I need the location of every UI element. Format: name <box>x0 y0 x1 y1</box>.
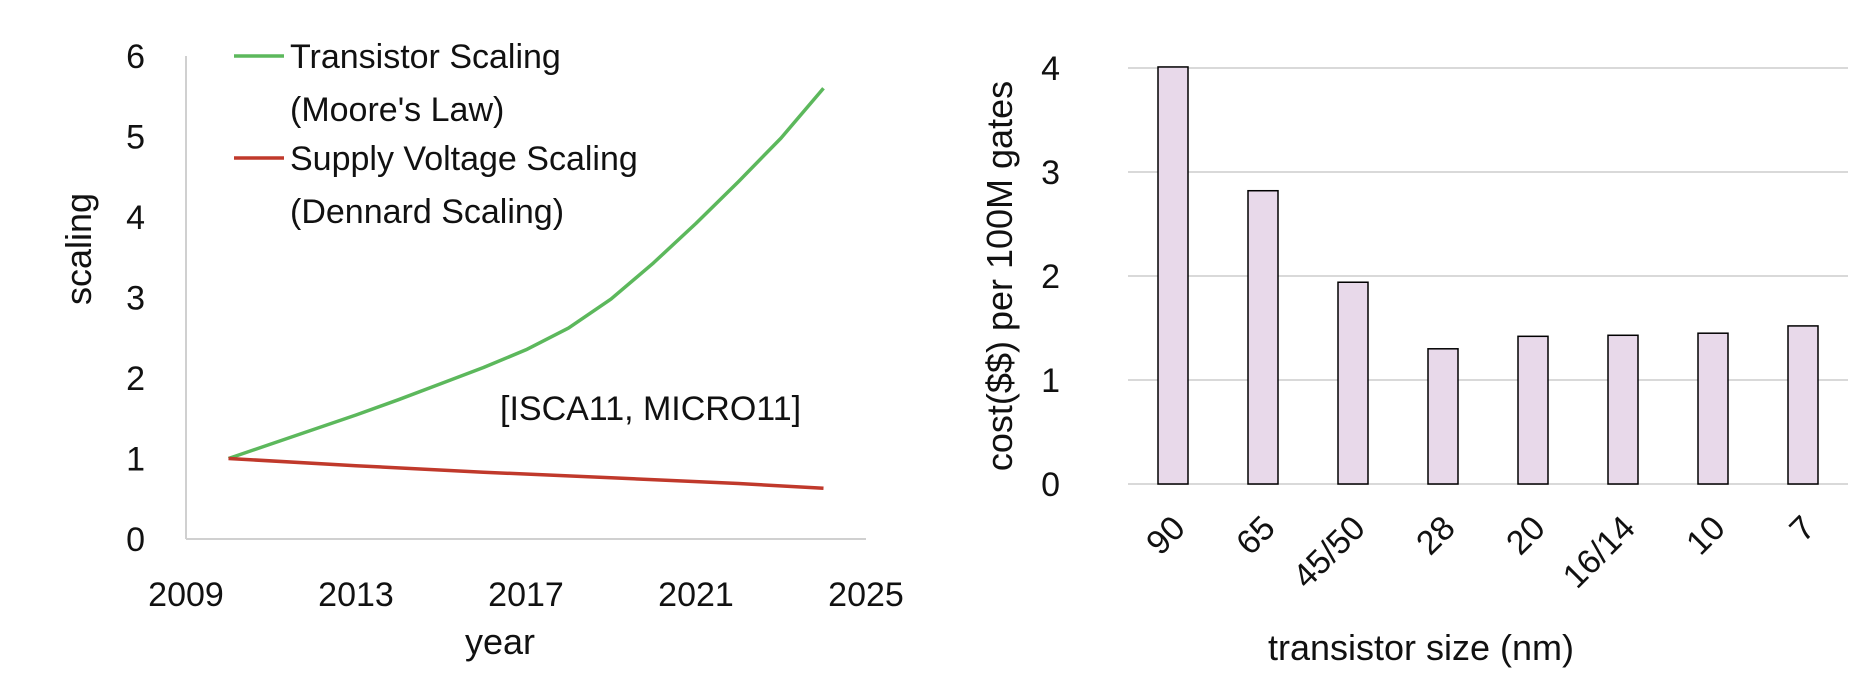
line-chart-y-axis-title: scaling <box>58 193 99 305</box>
x-tick-label: 10 <box>1679 509 1733 563</box>
y-tick-label: 4 <box>126 199 145 237</box>
y-tick-label: 2 <box>126 360 145 398</box>
bar-chart-x-ticks: 90 65 45/50 28 20 16/14 10 7 <box>1139 509 1823 596</box>
y-tick-label: 2 <box>1041 258 1060 296</box>
x-tick-label: 7 <box>1782 509 1822 549</box>
y-tick-label: 3 <box>126 280 145 318</box>
bar-45-50 <box>1337 281 1369 485</box>
x-tick-label: 2009 <box>148 576 224 614</box>
x-tick-label: 2025 <box>828 576 904 614</box>
line-chart-y-ticks: 0 1 2 3 4 5 6 <box>126 38 145 559</box>
bar-28 <box>1427 348 1459 485</box>
series-line-0 <box>227 87 825 461</box>
bar-chart-gridlines <box>1128 67 1848 485</box>
line-chart-x-axis-title: year <box>465 621 535 662</box>
scaling-line-chart: 0 1 2 3 4 5 6 2009 2013 2017 2021 2025 Transistor … <box>58 38 904 662</box>
y-tick-label: 5 <box>126 119 145 157</box>
x-tick-label: 65 <box>1229 509 1283 563</box>
x-tick-label: 16/14 <box>1556 509 1643 596</box>
bar-chart-x-axis-title: transistor size (nm) <box>1268 627 1574 668</box>
bar-chart-y-ticks: 0 1 2 3 4 <box>1041 50 1060 504</box>
y-tick-label: 1 <box>1041 362 1060 400</box>
x-tick-label: 45/50 <box>1286 509 1373 596</box>
bar-90 <box>1157 66 1189 485</box>
bar-7 <box>1787 325 1819 485</box>
line-chart-legend: Transistor Scaling (Moore's Law) Supply Vo… <box>234 38 638 231</box>
x-tick-label: 2013 <box>318 576 394 614</box>
legend-label: (Dennard Scaling) <box>290 193 564 231</box>
y-tick-label: 6 <box>126 38 145 76</box>
x-tick-label: 90 <box>1139 509 1193 563</box>
bar-65 <box>1247 189 1279 485</box>
y-tick-label: 0 <box>1041 466 1060 504</box>
bar-chart-bars <box>1157 66 1819 485</box>
y-tick-label: 4 <box>1041 50 1060 88</box>
legend-label: (Moore's Law) <box>290 91 504 129</box>
legend-label: Supply Voltage Scaling <box>290 140 638 178</box>
x-tick-label: 2017 <box>488 576 564 614</box>
line-chart-series <box>227 87 825 491</box>
bar-10 <box>1697 332 1729 485</box>
x-tick-label: 28 <box>1409 509 1463 563</box>
series-line-1 <box>228 456 824 491</box>
bar-16-14 <box>1607 334 1639 485</box>
legend-label: Transistor Scaling <box>290 38 561 76</box>
x-tick-label: 2021 <box>658 576 734 614</box>
citation-annotation: [ISCA11, MICRO11] <box>500 390 801 428</box>
y-tick-label: 0 <box>126 521 145 559</box>
line-chart-axes <box>185 56 866 540</box>
y-tick-label: 3 <box>1041 154 1060 192</box>
x-tick-label: 20 <box>1499 509 1553 563</box>
bar-chart-y-axis-title: cost($$) per 100M gates <box>979 81 1020 471</box>
bar-20 <box>1517 335 1549 485</box>
cost-bar-chart: 0 1 2 3 4 90 65 45/50 28 20 16/14 10 7 transistor s… <box>979 50 1848 668</box>
line-chart-x-ticks: 2009 2013 2017 2021 2025 <box>148 576 904 614</box>
y-tick-label: 1 <box>126 441 145 479</box>
